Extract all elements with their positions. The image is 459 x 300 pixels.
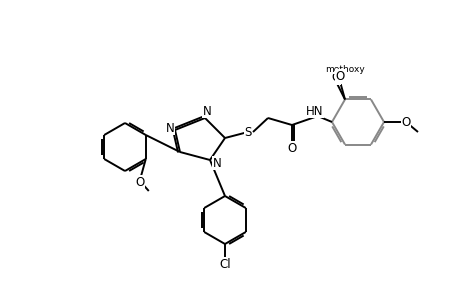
Text: O: O: [287, 142, 296, 154]
Text: HN: HN: [306, 104, 323, 118]
Text: S: S: [244, 125, 251, 139]
Text: O: O: [330, 71, 340, 84]
Text: N: N: [212, 157, 221, 169]
Text: N: N: [202, 104, 211, 118]
Text: O: O: [335, 70, 344, 83]
Text: O: O: [135, 176, 144, 188]
Text: N: N: [165, 122, 174, 134]
Text: Cl: Cl: [218, 257, 230, 271]
Text: methoxy: methoxy: [325, 65, 364, 74]
Text: O: O: [401, 116, 410, 128]
